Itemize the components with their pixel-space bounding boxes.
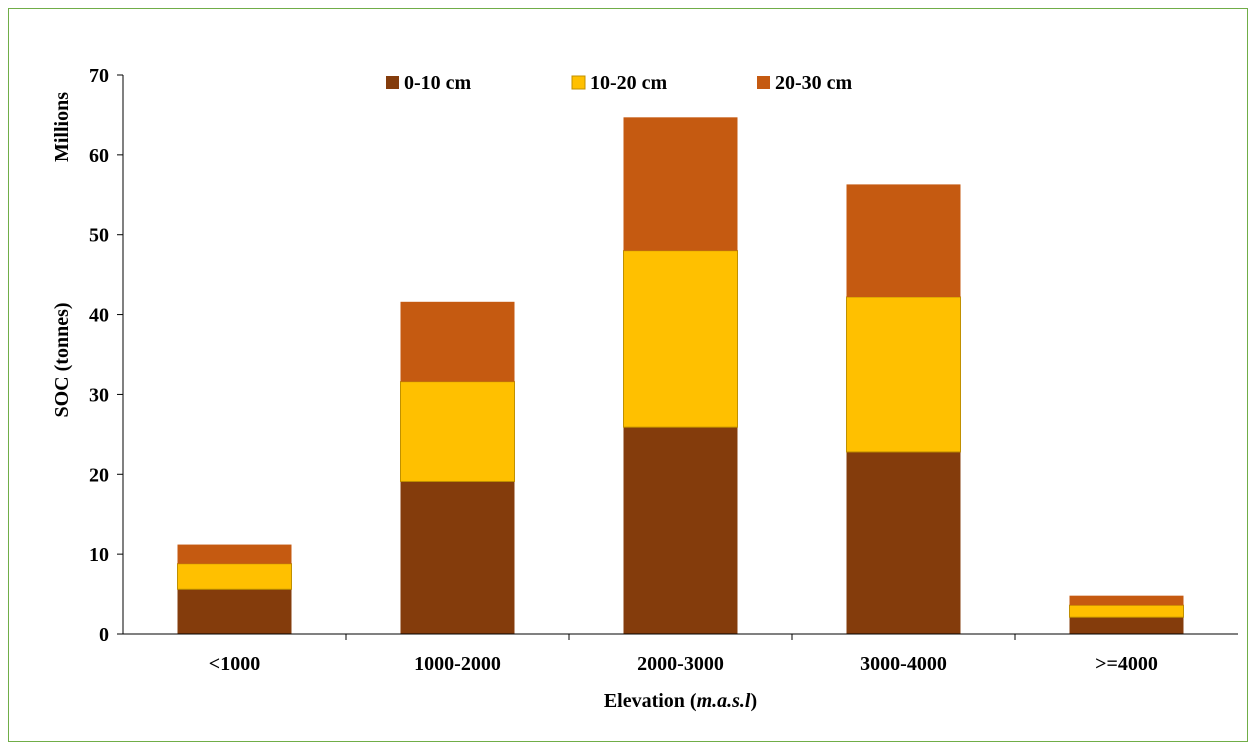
- x-axis-title: Elevation (m.a.s.l): [604, 690, 757, 712]
- legend-swatch: [386, 76, 399, 89]
- legend-swatch: [757, 76, 770, 89]
- legend-label: 0-10 cm: [404, 72, 472, 94]
- bar-segment: [1069, 617, 1184, 634]
- x-tick-label: <1000: [209, 653, 260, 675]
- legend-swatch: [571, 75, 586, 90]
- x-tick-label: 3000-4000: [860, 653, 947, 675]
- bar-segment: [623, 250, 738, 428]
- x-tick-label: >=4000: [1095, 653, 1158, 675]
- axes-group: [122, 75, 1238, 635]
- y-tick-label: 50: [89, 225, 109, 247]
- bars-group: [177, 117, 1184, 634]
- y-tick-label: 40: [89, 305, 109, 327]
- legend-label: 20-30 cm: [775, 72, 853, 94]
- bar-segment: [400, 381, 515, 482]
- y-tick-label: 70: [89, 65, 109, 87]
- bar-segment: [400, 481, 515, 634]
- y-ticks-group: 0 10 20 30 40 50 60 70: [89, 65, 123, 646]
- x-tick-label: 1000-2000: [414, 653, 501, 675]
- bar-segment: [1069, 604, 1184, 618]
- y-tick-label: 60: [89, 145, 109, 167]
- y-tick-label: 0: [99, 624, 109, 646]
- bar-segment: [177, 589, 292, 634]
- x-ticks-group: <1000 1000-2000 2000-3000 3000-4000 >=4000: [209, 634, 1158, 675]
- y-tick-label: 10: [89, 544, 109, 566]
- x-axis-title-italic: m.a.s.l: [697, 690, 751, 712]
- y-axis-unit-label: Millions: [51, 92, 73, 162]
- bar-segment: [400, 301, 515, 382]
- bar-segment: [1069, 595, 1184, 606]
- bar-segment: [177, 563, 292, 590]
- bar-segment: [623, 427, 738, 634]
- y-tick-label: 30: [89, 384, 109, 406]
- bar-segment: [846, 184, 961, 298]
- x-axis-title-suffix: ): [751, 690, 758, 712]
- y-axis-title: SOC (tonnes): [51, 302, 73, 417]
- legend-label: 10-20 cm: [590, 72, 668, 94]
- bar-segment: [846, 296, 961, 453]
- bar-segment: [623, 117, 738, 251]
- legend: 0-10 cm 10-20 cm 20-30 cm: [386, 72, 853, 94]
- x-tick-label: 2000-3000: [637, 653, 724, 675]
- x-axis-title-prefix: Elevation (: [604, 690, 697, 712]
- y-tick-label: 20: [89, 464, 109, 486]
- bar-segment: [177, 544, 292, 564]
- bar-segment: [846, 451, 961, 634]
